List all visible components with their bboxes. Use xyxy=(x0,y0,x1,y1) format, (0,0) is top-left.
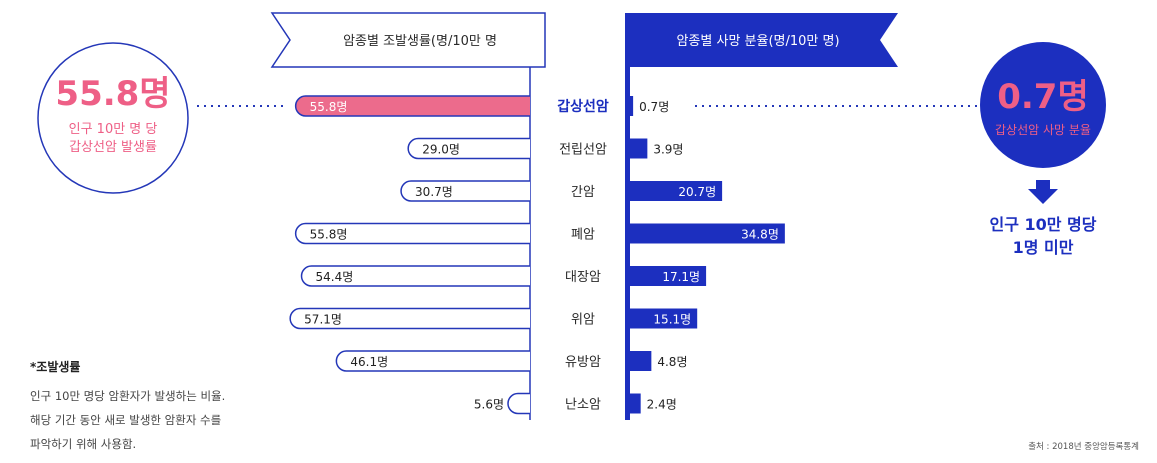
left-bar xyxy=(294,95,530,117)
category-label: 난소암 xyxy=(565,398,601,413)
right-value-label: 20.7명 xyxy=(678,185,716,199)
note-line-3: 파악하기 위해 사용함. xyxy=(30,437,137,451)
left-value-label: 55.8명 xyxy=(310,100,348,114)
left-value-label: 46.1명 xyxy=(350,355,388,369)
note-line-1: 인구 10만 명당 암환자가 발생하는 비율. xyxy=(30,389,226,403)
left-value-label: 30.7명 xyxy=(415,185,453,199)
down-arrow-icon xyxy=(1028,180,1058,204)
left-bar xyxy=(294,222,530,245)
category-label: 위암 xyxy=(571,313,595,328)
right-bar xyxy=(630,138,648,159)
left-callout-value: 55.8명 xyxy=(55,74,170,114)
right-bar xyxy=(630,308,698,329)
category-label: 전립선암 xyxy=(559,143,607,158)
category-label: 간암 xyxy=(571,185,595,200)
right-bar xyxy=(630,393,641,414)
left-callout-line2: 갑상선암 발생률 xyxy=(69,140,157,155)
right-axis-bar xyxy=(625,67,630,420)
left-bar xyxy=(507,392,530,415)
right-header-text: 암종별 사망 분율(명/10만 명) xyxy=(676,34,839,49)
right-bar xyxy=(630,181,723,201)
left-bar xyxy=(407,137,530,160)
left-callout-line1: 인구 10만 명 당 xyxy=(69,122,158,137)
right-bar xyxy=(630,351,652,371)
left-header-banner: 암종별 조발생률(명/10만 명 xyxy=(270,12,546,68)
left-header-text: 암종별 조발생률(명/10만 명 xyxy=(343,34,497,49)
right-bar xyxy=(630,223,785,244)
category-label: 폐암 xyxy=(571,228,595,243)
category-label: 갑상선암 xyxy=(557,98,609,115)
right-value-label: 2.4명 xyxy=(647,398,677,412)
left-value-label: 29.0명 xyxy=(422,143,460,157)
left-bar xyxy=(335,350,530,372)
right-value-label: 17.1명 xyxy=(662,270,700,284)
right-value-label: 0.7명 xyxy=(639,100,669,114)
right-value-label: 15.1명 xyxy=(653,313,691,327)
left-value-label: 57.1명 xyxy=(304,313,342,327)
left-callout: 55.8명 인구 10만 명 당 갑상선암 발생률 xyxy=(37,42,189,194)
right-summary-line2: 1명 미만 xyxy=(1013,238,1074,257)
left-value-label: 54.4명 xyxy=(316,270,354,284)
right-summary-line1: 인구 10만 명당 xyxy=(989,215,1096,234)
right-value-label: 34.8명 xyxy=(741,228,779,242)
left-value-label: 55.8명 xyxy=(310,228,348,242)
left-bar xyxy=(289,307,530,330)
right-value-label: 4.8명 xyxy=(657,355,687,369)
note-line-2: 해당 기간 동안 새로 발생한 암환자 수를 xyxy=(30,413,222,427)
right-header-banner: 암종별 사망 분율(명/10만 명) xyxy=(625,13,898,67)
right-bar xyxy=(630,266,707,286)
right-callout-value: 0.7명 xyxy=(997,77,1089,117)
right-callout-line1: 갑상선암 사망 분율 xyxy=(995,123,1091,137)
left-value-label: 5.6명 xyxy=(474,398,504,412)
right-callout: 0.7명 갑상선암 사망 분율 인구 10만 명당 1명 미만 xyxy=(980,42,1106,257)
left-bar xyxy=(400,180,530,202)
source-note: 출처 : 2018년 중앙암등록통계 xyxy=(1028,442,1139,452)
right-bar xyxy=(630,96,634,116)
note-title: *조발생률 xyxy=(30,360,81,374)
right-value-label: 3.9명 xyxy=(653,143,683,157)
category-label: 대장암 xyxy=(565,270,601,285)
left-bar xyxy=(300,265,530,287)
category-label: 유방암 xyxy=(565,355,601,370)
